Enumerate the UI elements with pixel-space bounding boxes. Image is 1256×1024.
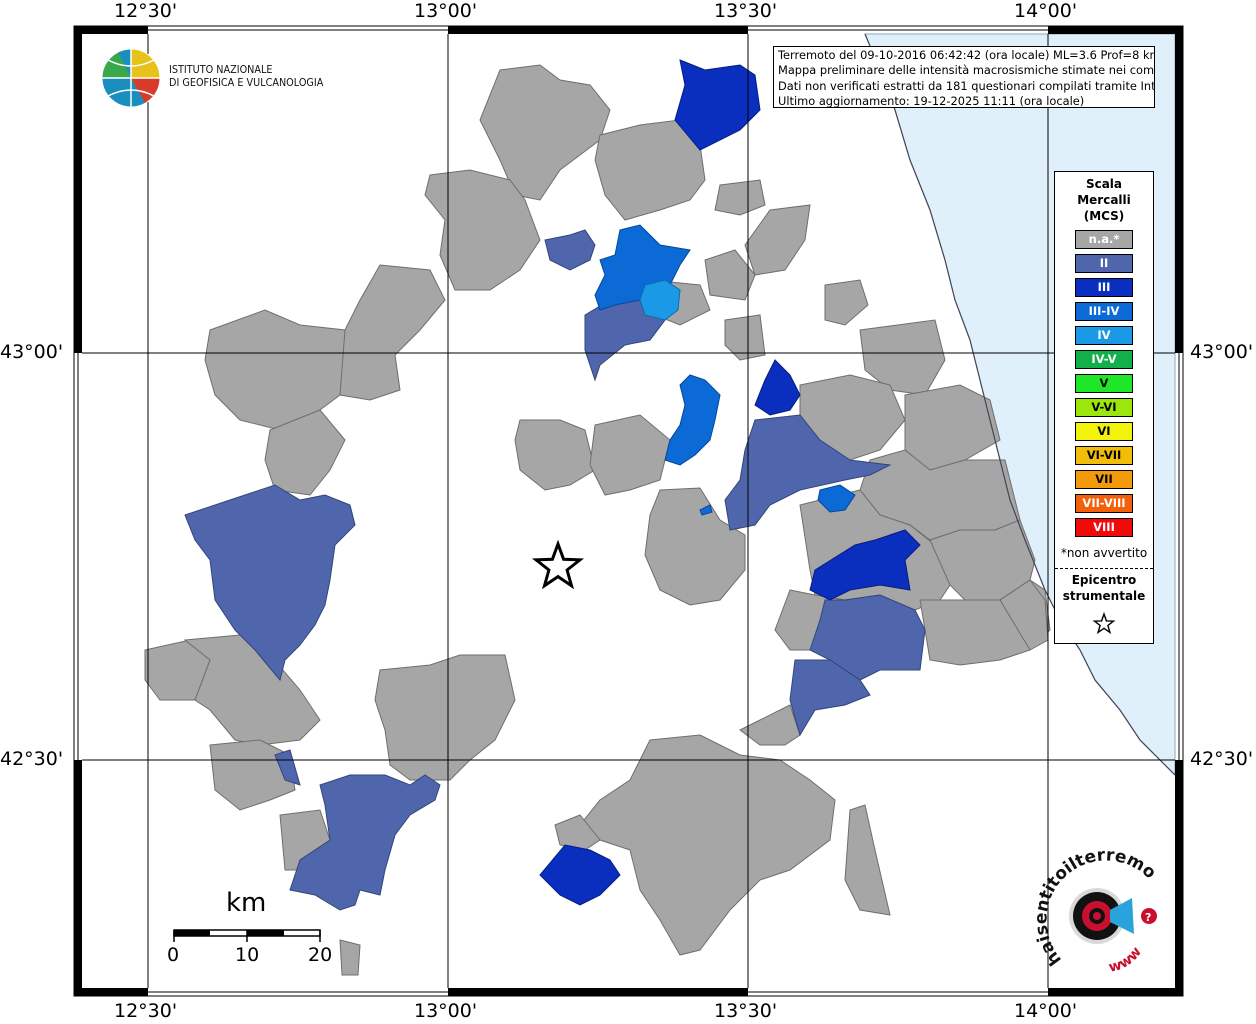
scale-bar-tick-0: 0 <box>167 944 180 966</box>
legend-epicenter-line2: strumentale <box>1062 589 1146 603</box>
lon-label-top-3: 13°30' <box>714 0 778 22</box>
legend-star-icon <box>1092 611 1116 635</box>
legend-class-4: III-IV <box>1075 302 1133 321</box>
municipalities-intensity-III-IV <box>594 224 856 516</box>
scale-bar-unit: km <box>226 888 267 918</box>
legend-class-9: VI <box>1075 422 1133 441</box>
lat-label-right-2: 42°30' <box>1190 748 1254 770</box>
lon-label-top-2: 13°00' <box>414 0 478 22</box>
scale-bar-tick-10: 10 <box>235 944 260 966</box>
municipalities-intensity-III <box>539 59 921 906</box>
lat-label-left-2: 42°30' <box>0 748 64 770</box>
event-info-line1: Terremoto del 09-10-2016 06:42:42 (ora l… <box>778 48 1155 62</box>
legend-title-line3: (MCS) <box>1083 209 1125 223</box>
scale-bar <box>173 929 321 942</box>
legend-class-7: V <box>1075 374 1133 393</box>
legend-class-8: V-VI <box>1075 398 1133 417</box>
map-frame <box>73 25 1184 997</box>
intensity-legend: Scala Mercalli (MCS) n.a.* II III III-IV IV I… <box>1054 171 1154 644</box>
event-info-line4: Ultimo aggiornamento: 19-12-2025 11:11 (… <box>778 94 1085 108</box>
epicenter-star <box>531 539 585 590</box>
lon-label-bottom-3: 13°30' <box>714 1000 778 1022</box>
legend-class-2: II <box>1075 254 1133 273</box>
ingv-logo-line2: DI GEOFISICA E VULCANOLOGIA <box>169 77 324 89</box>
legend-class-13: VIII <box>1075 518 1133 537</box>
lat-label-left-1: 43°00' <box>0 341 64 363</box>
municipalities-intensity-II <box>184 229 926 911</box>
scale-bar-tick-20: 20 <box>308 944 333 966</box>
lon-label-top-1: 12°30' <box>114 0 178 22</box>
ingv-logo-line1: ISTITUTO NAZIONALE <box>169 64 273 76</box>
lon-label-bottom-1: 12°30' <box>114 1000 178 1022</box>
legend-class-6: IV-V <box>1075 350 1133 369</box>
event-info-line3: Dati non verificati estratti da 181 ques… <box>778 78 1155 93</box>
legend-epicenter-label: Epicentro strumentale <box>1055 572 1153 604</box>
legend-epicenter-line1: Epicentro <box>1071 573 1137 587</box>
lon-label-bottom-2: 13°00' <box>414 1000 478 1022</box>
ingv-logo-globe <box>101 48 161 108</box>
legend-separator <box>1055 568 1153 569</box>
municipalities-not-felt <box>144 64 1051 976</box>
svg-text:?: ? <box>1145 911 1151 924</box>
legend-class-5: IV <box>1075 326 1133 345</box>
ingv-logo-text: ISTITUTO NAZIONALE DI GEOFISICA E VULCAN… <box>169 64 323 90</box>
lon-label-top-4: 14°00' <box>1014 0 1078 22</box>
lat-label-right-1: 43°00' <box>1190 341 1254 363</box>
legend-title: Scala Mercalli (MCS) <box>1055 176 1153 224</box>
legend-class-3: III <box>1075 278 1133 297</box>
legend-title-line1: Scala <box>1085 177 1123 191</box>
lon-label-bottom-4: 14°00' <box>1014 1000 1078 1022</box>
legend-title-line2: Mercalli <box>1077 193 1131 207</box>
event-info-line2: Mappa preliminare delle intensità macros… <box>778 63 1155 78</box>
legend-class-10: VI-VII <box>1075 446 1133 465</box>
legend-not-felt-note: *non avvertito <box>1060 546 1148 560</box>
coastline <box>864 33 1176 776</box>
legend-class-12: VII-VIII <box>1075 494 1133 513</box>
legend-class-11: VII <box>1075 470 1133 489</box>
haisentito-logo: ? <box>1069 888 1157 944</box>
legend-class-1: n.a.* <box>1075 230 1133 249</box>
event-info-box: Terremoto del 09-10-2016 06:42:42 (ora l… <box>773 46 1155 108</box>
municipalities-intensity-IV <box>639 279 681 321</box>
graticule <box>82 34 1175 988</box>
